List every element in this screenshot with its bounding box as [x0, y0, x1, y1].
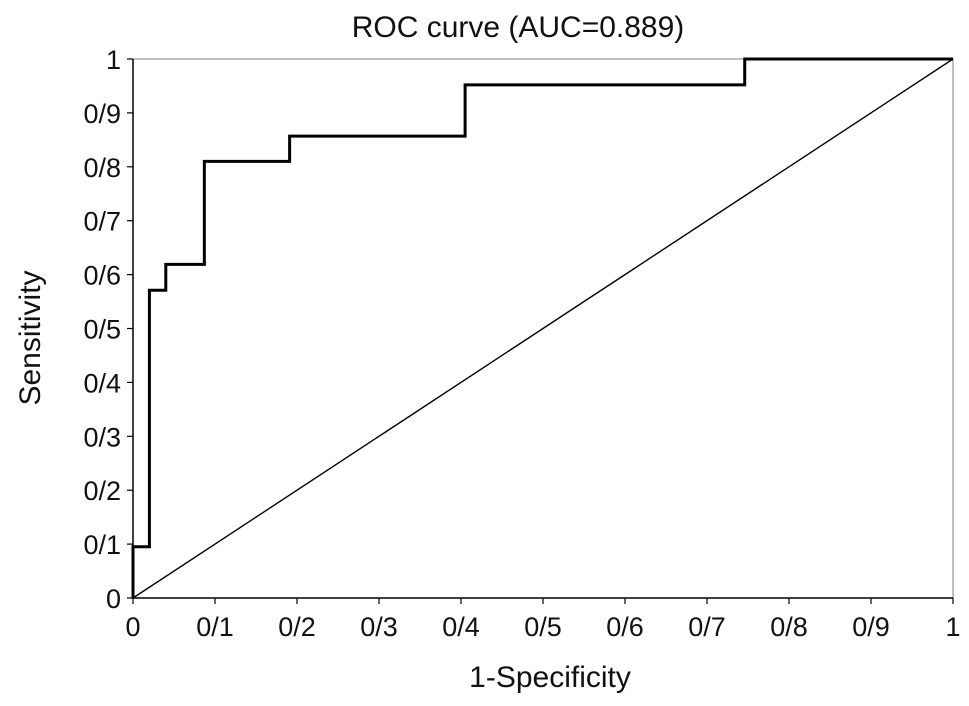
y-tick-label: 0/9 — [83, 99, 121, 129]
y-tick-label: 0/3 — [83, 422, 121, 452]
x-tick-label: 0/8 — [770, 612, 808, 642]
x-tick-label: 0/1 — [196, 612, 234, 642]
x-tick-label: 0 — [125, 612, 140, 642]
x-axis-label: 1-Specificity — [469, 661, 631, 694]
y-tick-label: 0/2 — [83, 476, 121, 506]
y-tick-label: 0/7 — [83, 207, 121, 237]
y-axis-label: Sensitivity — [14, 270, 47, 405]
y-tick-label: 0/5 — [83, 315, 121, 345]
y-axis-ticks: 0 0/1 0/2 0/3 0/4 0/5 0/6 0/7 0/8 0/9 1 — [83, 45, 133, 614]
x-tick-label: 0/5 — [524, 612, 562, 642]
x-tick-label: 1 — [945, 612, 960, 642]
x-tick-label: 0/2 — [278, 612, 316, 642]
x-tick-label: 0/3 — [360, 612, 398, 642]
x-tick-label: 0/7 — [688, 612, 726, 642]
reference-diagonal-line — [132, 58, 954, 599]
y-tick-label: 0/4 — [83, 368, 121, 398]
y-tick-label: 0/6 — [83, 261, 121, 291]
chart-title: ROC curve (AUC=0.889) — [352, 11, 685, 44]
y-tick-label: 0/1 — [83, 530, 121, 560]
x-tick-label: 0/4 — [442, 612, 480, 642]
y-tick-label: 0/8 — [83, 153, 121, 183]
roc-curve-line — [131, 57, 953, 598]
x-axis-ticks: 0 0/1 0/2 0/3 0/4 0/5 0/6 0/7 0/8 0/9 1 — [125, 598, 961, 642]
x-tick-label: 0/6 — [606, 612, 644, 642]
series-layer — [131, 57, 954, 599]
y-tick-label: 1 — [106, 45, 121, 75]
x-tick-label: 0/9 — [852, 612, 890, 642]
y-tick-label: 0 — [106, 584, 121, 614]
